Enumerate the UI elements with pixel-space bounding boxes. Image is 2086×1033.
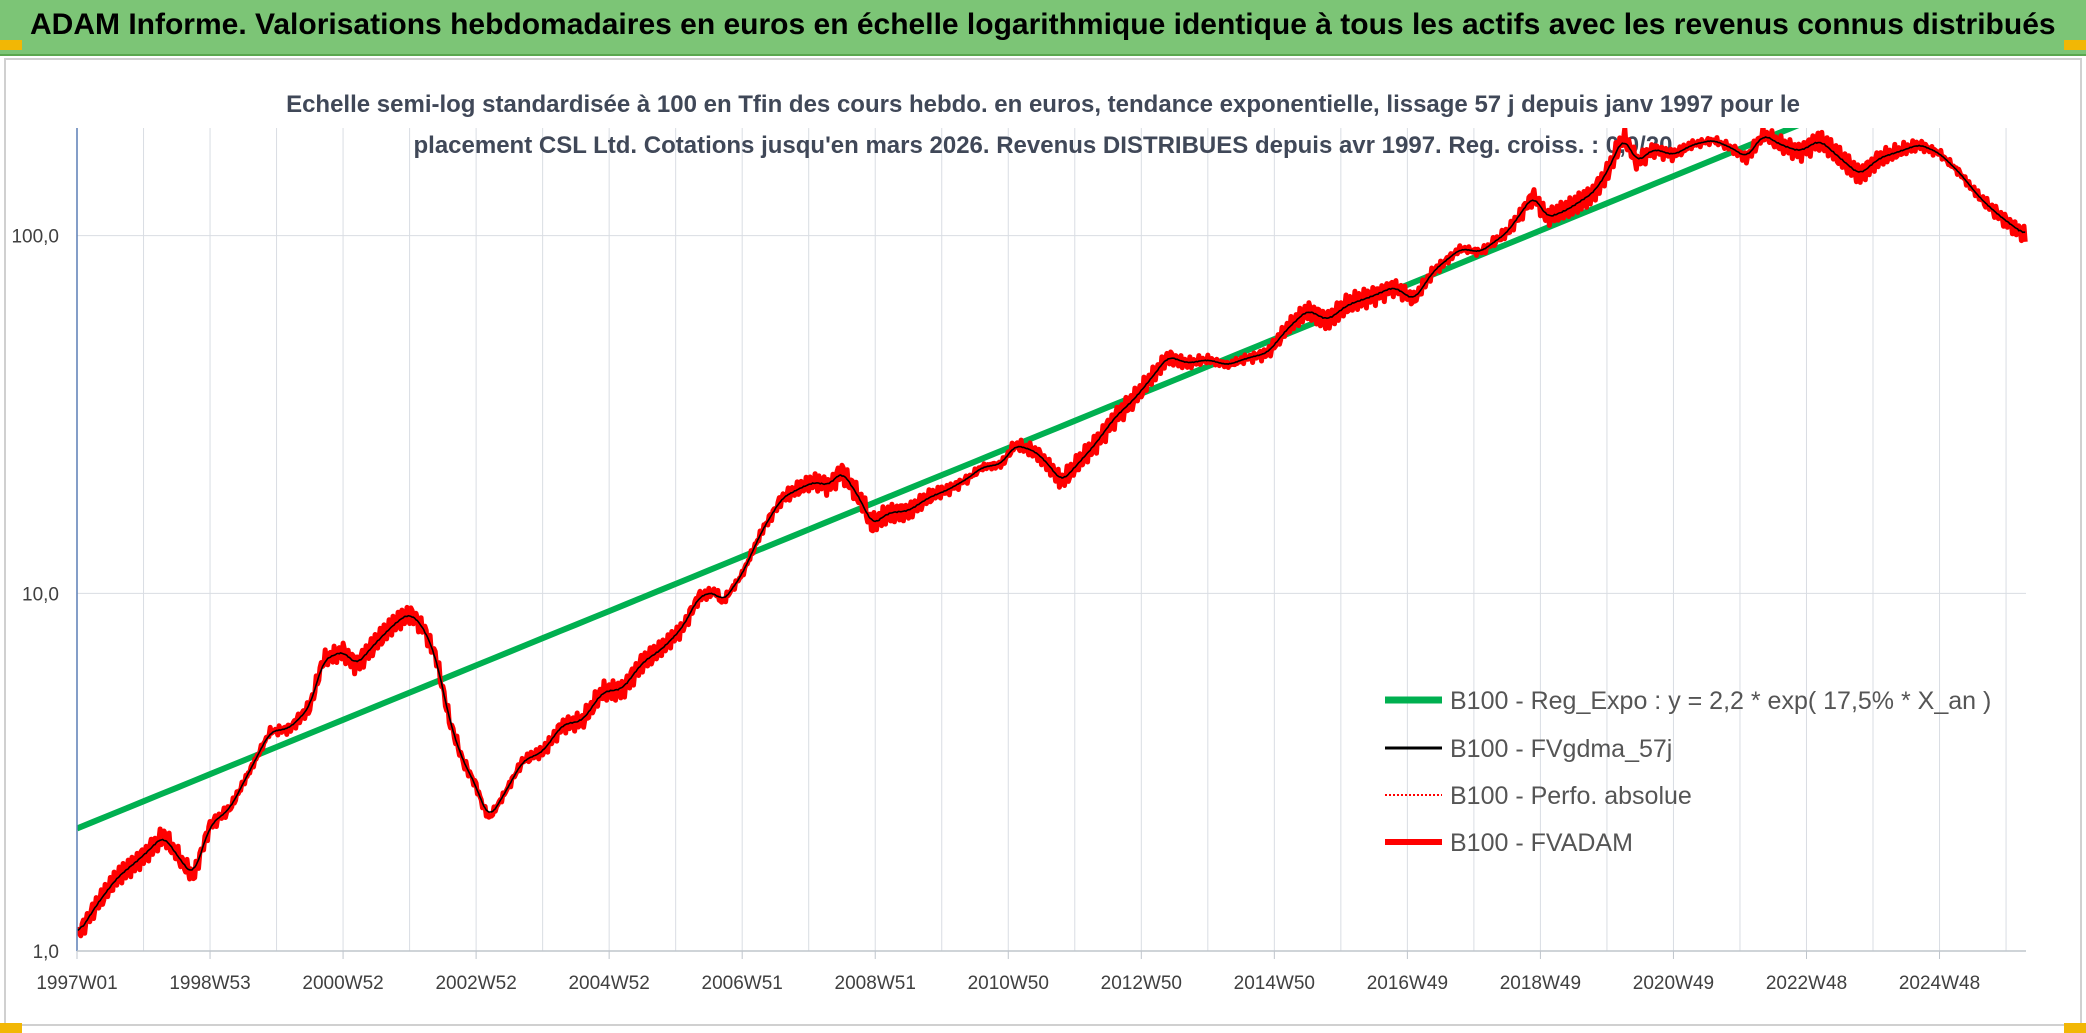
x-tick-label: 2008W51	[835, 973, 916, 994]
chart-subtitle-line2: placement CSL Ltd. Cotations jusqu'en ma…	[413, 132, 1672, 159]
corner-accent	[0, 1023, 22, 1033]
corner-accent	[0, 40, 22, 50]
x-tick-label: 2020W49	[1633, 973, 1714, 994]
x-tick-label: 2018W49	[1500, 973, 1581, 994]
corner-accent	[2064, 1023, 2086, 1033]
x-tick-label: 2004W52	[568, 973, 649, 994]
series-fvgdma-line	[77, 136, 2026, 931]
y-tick-label: 100,0	[11, 227, 59, 248]
corner-accent	[2064, 40, 2086, 50]
x-tick-label: 2000W52	[302, 973, 383, 994]
x-tick-label: 1997W01	[36, 973, 117, 994]
x-tick-label: 2006W51	[702, 973, 783, 994]
y-tick-label: 10,0	[22, 584, 59, 605]
x-tick-label: 2014W50	[1234, 973, 1315, 994]
legend: B100 - Reg_Expo : y = 2,2 * exp( 17,5% *…	[1385, 687, 1991, 857]
legend-label-fvadam: B100 - FVADAM	[1450, 829, 1633, 857]
x-tick-label: 2022W48	[1766, 973, 1847, 994]
legend-label-reg-expo: B100 - Reg_Expo : y = 2,2 * exp( 17,5% *…	[1450, 687, 1991, 715]
x-tick-label: 1998W53	[169, 973, 250, 994]
legend-label-fvgdma: B100 - FVgdma_57j	[1450, 735, 1672, 763]
header-bar: ADAM Informe. Valorisations hebdomadaire…	[0, 0, 2086, 56]
x-tick-label: 2016W49	[1367, 973, 1448, 994]
series-fvadam-line	[77, 128, 2028, 939]
x-tick-label: 2012W50	[1101, 973, 1182, 994]
series	[77, 128, 2028, 939]
axes: 1,0 10,0 100,0 1997W01 1998W53 2000W52 2002W52…	[11, 128, 2026, 994]
x-tick-label: 2010W50	[968, 973, 1049, 994]
x-tick-label: 2002W52	[435, 973, 516, 994]
legend-label-perfo: B100 - Perfo. absolue	[1450, 782, 1692, 810]
grid	[77, 128, 2026, 951]
x-tick-label: 2024W48	[1899, 973, 1980, 994]
series-perfo-line	[77, 128, 2026, 938]
y-tick-label: 1,0	[33, 942, 59, 963]
series-reg-expo-line	[77, 128, 1800, 832]
page-title: ADAM Informe. Valorisations hebdomadaire…	[30, 8, 2056, 41]
chart-subtitle-line1: Echelle semi-log standardisée à 100 en T…	[286, 91, 1800, 118]
series-clip-group	[77, 128, 2028, 939]
chart-frame	[4, 58, 2082, 1026]
